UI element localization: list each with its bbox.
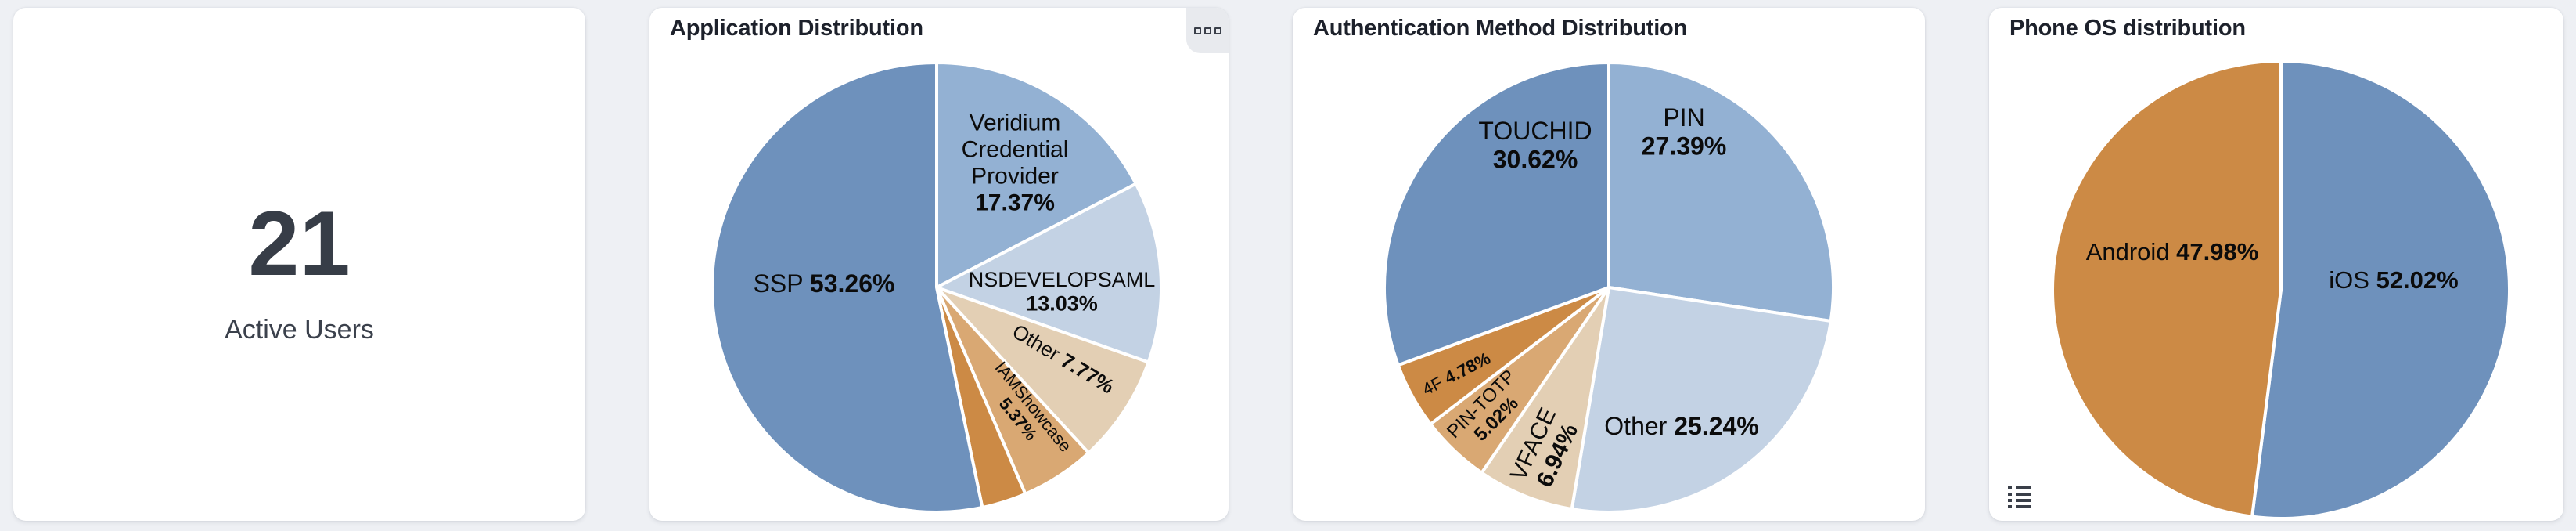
- list-icon-row: [2008, 499, 2031, 502]
- pie-label-veridium-credential-provider: Veridium Credential Provider 17.37%: [962, 110, 1069, 216]
- grip-square-icon: [1193, 27, 1201, 34]
- pie-label-nsdevelopsaml: NSDEVELOPSAML 13.03%: [969, 268, 1156, 316]
- list-icon-row: [2008, 505, 2031, 508]
- pie-slice-vface[interactable]: [1480, 286, 1610, 511]
- pie-label-ssp: SSP 53.26%: [754, 269, 895, 298]
- active-users-value: 21: [248, 191, 351, 294]
- pie-slice-nsdevelopsaml[interactable]: [935, 182, 1164, 364]
- phone-os-distribution-card: Phone OS distribution iOS 52.02% Android …: [1989, 8, 2563, 521]
- list-icon-row: [2008, 486, 2031, 489]
- grip-square-icon: [1203, 27, 1211, 34]
- pie-label-pin: PIN 27.39%: [1642, 103, 1727, 160]
- grip-square-icon: [1214, 27, 1221, 34]
- application-distribution-pie-chart: Veridium Credential Provider 17.37% NSDEVELO…: [711, 61, 1164, 514]
- card-title: Phone OS distribution: [2009, 16, 2246, 41]
- pie-slice-android[interactable]: [2051, 60, 2283, 518]
- pie-label-android: Android 47.98%: [2086, 238, 2259, 266]
- active-users-card: 21 Active Users: [13, 8, 585, 521]
- pie-label-ios: iOS 52.02%: [2329, 266, 2458, 294]
- application-distribution-card: Application Distribution Veridium Credent…: [649, 8, 1229, 521]
- pie-label-touchid: TOUCHID 30.62%: [1478, 117, 1592, 173]
- phone-os-distribution-pie-chart: iOS 52.02% Android 47.98%: [2051, 60, 2511, 520]
- pie-slice-ssp[interactable]: [711, 61, 984, 514]
- legend-toggle-button[interactable]: [2008, 486, 2031, 508]
- pie-slice-veridium-credential-provider[interactable]: [935, 61, 1138, 289]
- authentication-method-distribution-card: Authentication Method Distribution PIN 27…: [1293, 8, 1925, 521]
- active-users-label: Active Users: [225, 314, 374, 345]
- pie-label-other: Other 25.24%: [1604, 412, 1758, 440]
- pie-slice-ios[interactable]: [2250, 60, 2511, 520]
- card-drag-handle-button[interactable]: [1186, 8, 1229, 53]
- pie-slice-pin[interactable]: [1607, 61, 1835, 323]
- pie-slice-touchid[interactable]: [1383, 61, 1610, 367]
- list-icon-row: [2008, 493, 2031, 496]
- card-title: Application Distribution: [670, 16, 923, 41]
- authentication-method-distribution-pie-chart: PIN 27.39%Other 25.24%VFACE6.94%PIN-TOTP5…: [1383, 61, 1835, 514]
- card-title: Authentication Method Distribution: [1313, 16, 1688, 41]
- pie-slice-other[interactable]: [935, 286, 1150, 455]
- pie-slice-other[interactable]: [1570, 286, 1833, 514]
